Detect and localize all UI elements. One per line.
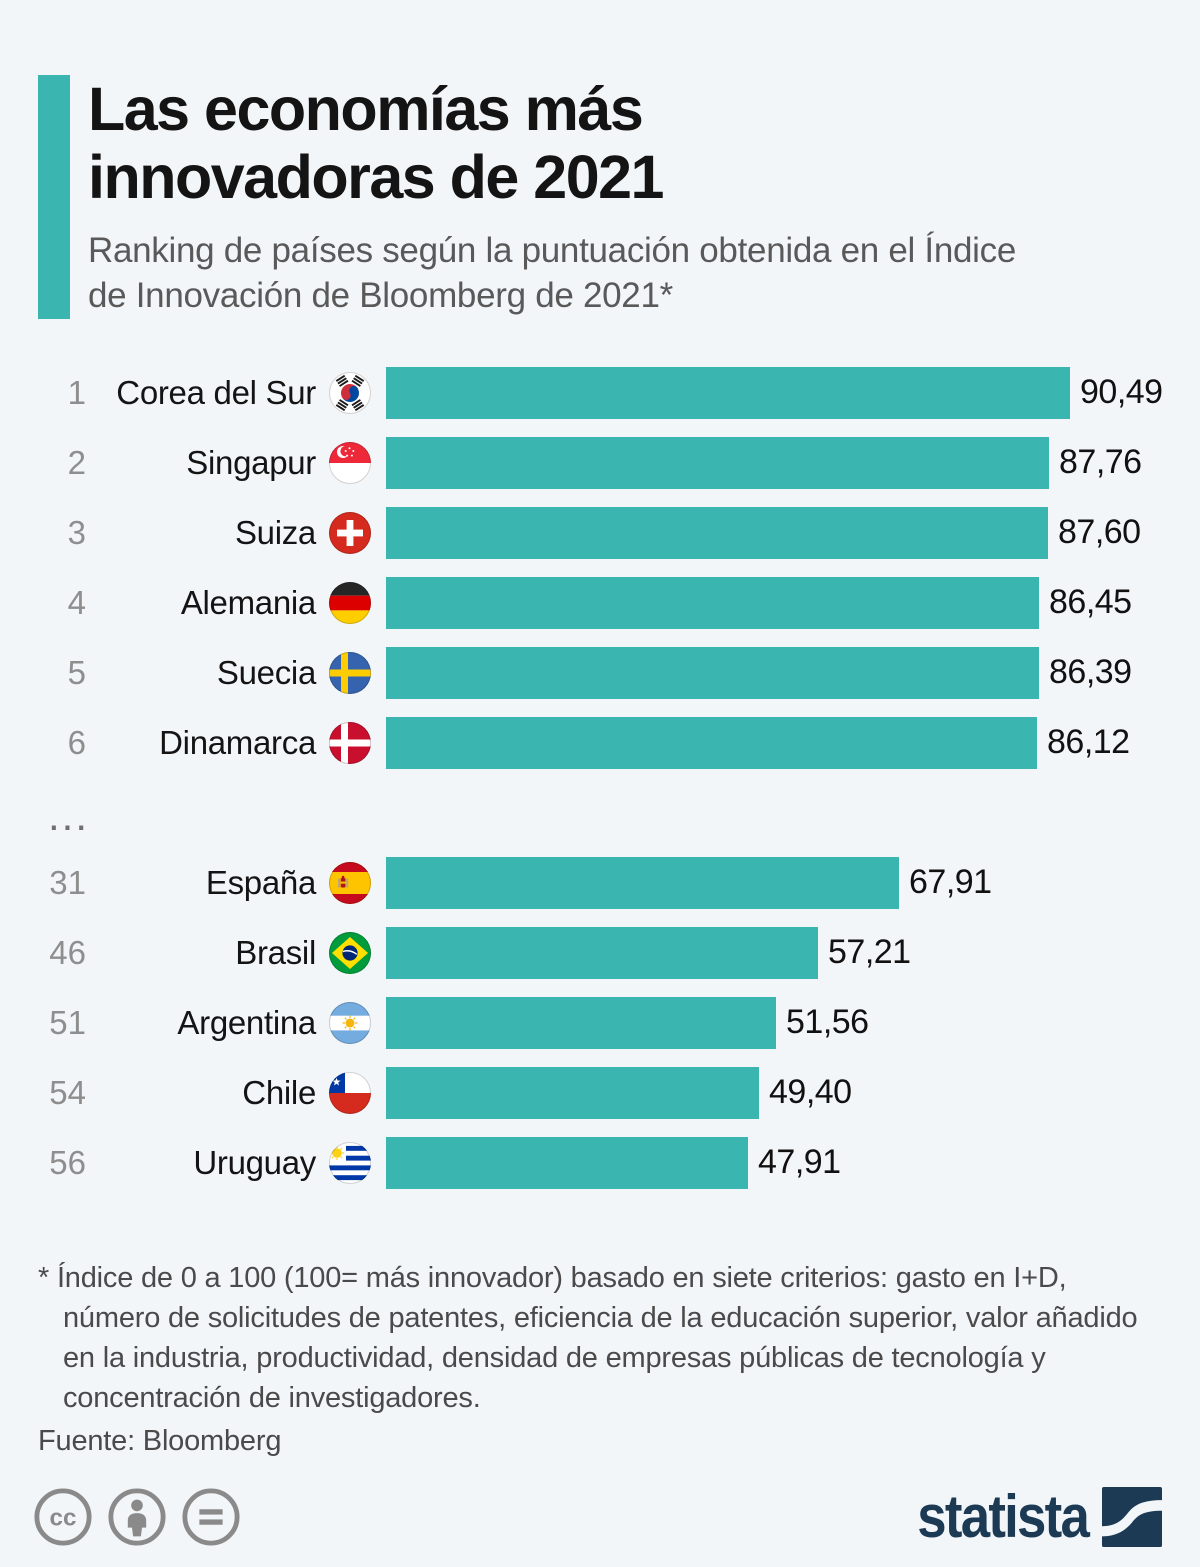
rank-gap-separator: ...: [36, 787, 1170, 857]
rank-label: 51: [49, 1003, 86, 1041]
chart-row: 31 España 67,91: [36, 856, 1170, 909]
flag-germany-icon: [328, 581, 372, 625]
value-bar: [386, 366, 1070, 419]
bar-track: 47,91: [386, 1136, 1170, 1189]
value-bar: [386, 996, 776, 1049]
page-subtitle: Ranking de países según la puntuación ob…: [88, 230, 1017, 316]
value-label: 57,21: [828, 933, 911, 972]
bar-track: 87,76: [386, 436, 1170, 489]
value-bar: [386, 436, 1049, 489]
bar-track: 49,40: [386, 1066, 1170, 1119]
value-bar: [386, 716, 1037, 769]
bar-track: 90,49: [386, 366, 1170, 419]
chart-row: 1 Corea del Sur 90,49: [36, 366, 1170, 419]
flag-singapore-icon: [328, 441, 372, 485]
country-label: Singapur: [186, 443, 316, 481]
cc-icon: cc: [33, 1487, 93, 1547]
rank-label: 54: [49, 1073, 86, 1111]
bar-track: 57,21: [386, 926, 1170, 979]
statista-mark-icon: [1102, 1486, 1162, 1547]
footer: cc statista: [33, 1482, 1162, 1550]
value-bar: [386, 856, 899, 909]
bar-track: 87,60: [386, 506, 1170, 559]
bar-track: 86,12: [386, 716, 1170, 769]
bar-track: 67,91: [386, 856, 1170, 909]
separator-ellipsis: ...: [48, 791, 90, 839]
chart-row: 56 Uruguay 47,91: [36, 1136, 1170, 1189]
value-bar: [386, 576, 1039, 629]
chart-row: 51 Argentina 51,56: [36, 996, 1170, 1049]
statista-logo: statista: [894, 1482, 1162, 1550]
country-label: Dinamarca: [159, 723, 316, 761]
source-text: Fuente: Bloomberg: [38, 1424, 282, 1457]
equals-icon: [181, 1487, 241, 1547]
bar-chart: 1 Corea del Sur 90,49 2 Singapur: [0, 366, 1200, 1207]
rank-label: 31: [49, 863, 86, 901]
flag-brazil-icon: [328, 931, 372, 975]
header-text: Las economías más innovadoras de 2021 Ra…: [88, 75, 1018, 319]
value-label: 49,40: [769, 1073, 852, 1112]
country-label: Suecia: [216, 653, 316, 691]
value-bar: [386, 1066, 759, 1119]
flag-switzerland-icon: [328, 511, 372, 555]
value-bar: [386, 926, 818, 979]
country-label: Brasil: [235, 933, 316, 971]
flag-chile-icon: [328, 1071, 372, 1115]
value-label: 47,91: [758, 1143, 841, 1182]
value-label: 87,60: [1058, 513, 1141, 552]
value-label: 90,49: [1080, 373, 1163, 412]
rank-label: 46: [49, 933, 86, 971]
footnote: * Índice de 0 a 100 (100= más innovador)…: [38, 1258, 1140, 1461]
country-label: España: [205, 863, 316, 901]
chart-row: 54 Chile 49,40: [36, 1066, 1170, 1119]
svg-text:cc: cc: [50, 1504, 77, 1531]
value-label: 86,39: [1049, 653, 1132, 692]
value-bar: [386, 506, 1048, 559]
rank-label: 4: [67, 583, 86, 621]
title-accent-bar: [38, 75, 70, 319]
country-label: Uruguay: [193, 1143, 316, 1181]
bar-track: 86,39: [386, 646, 1170, 699]
rank-label: 1: [67, 373, 86, 411]
value-label: 51,56: [786, 1003, 869, 1042]
chart-row: 5 Suecia 86,39: [36, 646, 1170, 699]
rank-label: 5: [67, 653, 86, 691]
flag-spain-icon: [328, 861, 372, 905]
bar-track: 86,45: [386, 576, 1170, 629]
country-label: Chile: [242, 1073, 316, 1111]
value-bar: [386, 646, 1039, 699]
chart-row: 3 Suiza 87,60: [36, 506, 1170, 559]
chart-row: 2 Singapur 87,76: [36, 436, 1170, 489]
license-icons: cc: [33, 1487, 241, 1547]
footnote-text: * Índice de 0 a 100 (100= más innovador)…: [38, 1261, 1138, 1414]
value-label: 87,76: [1059, 443, 1142, 482]
page-title: Las economías más innovadoras de 2021: [88, 75, 664, 212]
rank-label: 2: [67, 443, 86, 481]
flag-argentina-icon: [328, 1001, 372, 1045]
value-label: 67,91: [909, 863, 992, 902]
chart-row: 6 Dinamarca 86,12: [36, 716, 1170, 769]
statista-wordmark: statista: [917, 1482, 1090, 1550]
rank-label: 56: [49, 1143, 86, 1181]
flag-uruguay-icon: [328, 1141, 372, 1185]
country-label: Alemania: [180, 583, 316, 621]
chart-row: 4 Alemania 86,45: [36, 576, 1170, 629]
bar-track: 51,56: [386, 996, 1170, 1049]
value-label: 86,45: [1049, 583, 1132, 622]
value-bar: [386, 1136, 748, 1189]
attribution-icon: [107, 1487, 167, 1547]
flag-south-korea-icon: [328, 371, 372, 415]
header: Las economías más innovadoras de 2021 Ra…: [38, 75, 1160, 319]
chart-row: 46 Brasil 57,21: [36, 926, 1170, 979]
rank-label: 3: [67, 513, 86, 551]
flag-sweden-icon: [328, 651, 372, 695]
value-label: 86,12: [1047, 723, 1130, 762]
country-label: Corea del Sur: [116, 373, 316, 411]
country-label: Suiza: [234, 513, 316, 551]
flag-denmark-icon: [328, 721, 372, 765]
country-label: Argentina: [177, 1003, 316, 1041]
rank-label: 6: [67, 723, 86, 761]
